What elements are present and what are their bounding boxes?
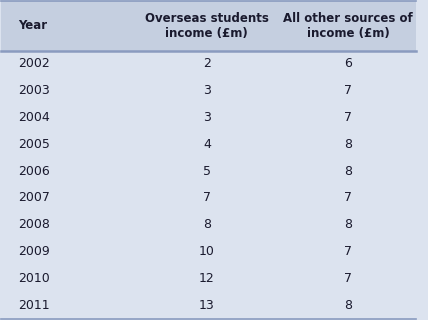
Text: 2002: 2002	[18, 58, 50, 70]
FancyBboxPatch shape	[1, 51, 416, 77]
Text: Year: Year	[18, 20, 47, 32]
Text: 2009: 2009	[18, 245, 50, 258]
Text: 2006: 2006	[18, 165, 50, 178]
Text: 2011: 2011	[18, 299, 50, 312]
FancyBboxPatch shape	[1, 77, 416, 104]
Text: 5: 5	[203, 165, 211, 178]
Text: 7: 7	[203, 191, 211, 204]
FancyBboxPatch shape	[1, 238, 416, 265]
FancyBboxPatch shape	[1, 131, 416, 158]
FancyBboxPatch shape	[1, 1, 416, 51]
Text: 6: 6	[344, 58, 352, 70]
Text: 13: 13	[199, 299, 215, 312]
Text: 7: 7	[344, 111, 352, 124]
Text: 2: 2	[203, 58, 211, 70]
FancyBboxPatch shape	[1, 265, 416, 292]
Text: 2010: 2010	[18, 272, 50, 285]
Text: 8: 8	[344, 299, 352, 312]
FancyBboxPatch shape	[1, 212, 416, 238]
Text: 8: 8	[344, 138, 352, 151]
Text: 3: 3	[203, 84, 211, 97]
FancyBboxPatch shape	[1, 104, 416, 131]
Text: 7: 7	[344, 245, 352, 258]
FancyBboxPatch shape	[1, 158, 416, 185]
Text: 7: 7	[344, 272, 352, 285]
Text: 2003: 2003	[18, 84, 50, 97]
Text: 7: 7	[344, 191, 352, 204]
Text: 2004: 2004	[18, 111, 50, 124]
Text: 10: 10	[199, 245, 215, 258]
Text: 12: 12	[199, 272, 215, 285]
Text: 8: 8	[344, 218, 352, 231]
Text: 8: 8	[203, 218, 211, 231]
Text: All other sources of
income (£m): All other sources of income (£m)	[283, 12, 413, 40]
Text: 2005: 2005	[18, 138, 50, 151]
Text: 8: 8	[344, 165, 352, 178]
Text: 7: 7	[344, 84, 352, 97]
Text: 3: 3	[203, 111, 211, 124]
Text: 4: 4	[203, 138, 211, 151]
Text: Overseas students
income (£m): Overseas students income (£m)	[145, 12, 269, 40]
FancyBboxPatch shape	[1, 185, 416, 212]
FancyBboxPatch shape	[1, 292, 416, 319]
Text: 2007: 2007	[18, 191, 50, 204]
Text: 2008: 2008	[18, 218, 50, 231]
